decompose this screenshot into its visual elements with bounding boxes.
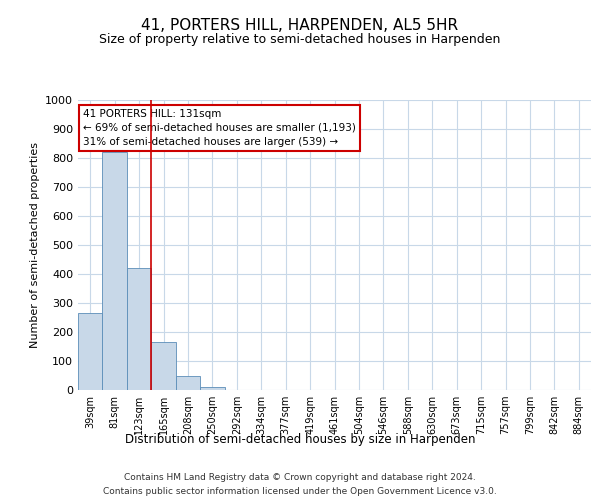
Bar [151,342,176,390]
Bar [78,313,103,390]
Text: 41 PORTERS HILL: 131sqm
← 69% of semi-detached houses are smaller (1,193)
31% of: 41 PORTERS HILL: 131sqm ← 69% of semi-de… [83,108,356,146]
Bar [200,386,224,390]
Text: 41, PORTERS HILL, HARPENDEN, AL5 5HR: 41, PORTERS HILL, HARPENDEN, AL5 5HR [142,18,458,32]
Y-axis label: Number of semi-detached properties: Number of semi-detached properties [29,142,40,348]
Text: Distribution of semi-detached houses by size in Harpenden: Distribution of semi-detached houses by … [125,432,475,446]
Text: Contains HM Land Registry data © Crown copyright and database right 2024.: Contains HM Land Registry data © Crown c… [124,472,476,482]
Text: Contains public sector information licensed under the Open Government Licence v3: Contains public sector information licen… [103,488,497,496]
Bar [103,152,127,390]
Bar [127,268,151,390]
Text: Size of property relative to semi-detached houses in Harpenden: Size of property relative to semi-detach… [100,32,500,46]
Bar [176,376,200,390]
